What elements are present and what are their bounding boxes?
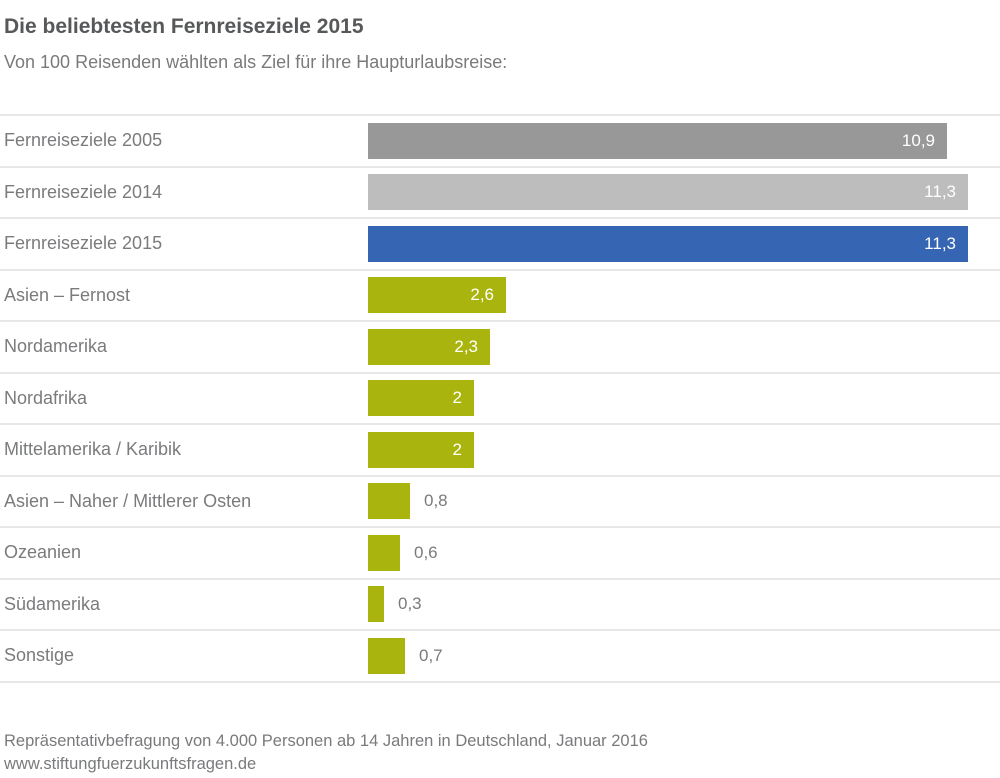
category-label: Sonstige	[4, 645, 75, 666]
source-note: Repräsentativbefragung von 4.000 Persone…	[4, 731, 648, 750]
category-label: Fernreiseziele 2014	[4, 181, 163, 202]
chart-row: Sonstige 0,7	[0, 629, 1000, 681]
bar-area: 0,6	[368, 534, 1000, 571]
value-label-inside: 2,6	[470, 285, 494, 305]
value-label-outside: 0,3	[398, 594, 422, 614]
bar-area: 2	[368, 380, 1000, 417]
bar-area: 2,3	[368, 328, 1000, 365]
category-label: Nordamerika	[4, 336, 108, 357]
chart-row: Fernreiseziele 2005 10,9	[0, 114, 1000, 166]
bar	[368, 483, 410, 520]
chart-row: Ozeanien 0,6	[0, 526, 1000, 578]
bar-area: 0,8	[368, 483, 1000, 520]
value-label-inside: 11,3	[924, 182, 956, 202]
bar-area: 0,7	[368, 637, 1000, 674]
category-label: Südamerika	[4, 593, 101, 614]
value-label-inside: 11,3	[924, 233, 956, 253]
bar-area: 11,3	[368, 225, 1000, 262]
bar	[368, 637, 405, 674]
chart-footer: Repräsentativbefragung von 4.000 Persone…	[0, 730, 1000, 776]
bar-chart: Fernreiseziele 2005 10,9 Fernreiseziele …	[0, 114, 1000, 683]
chart-row: Nordamerika 2,3	[0, 320, 1000, 372]
category-label: Asien – Naher / Mittlerer Osten	[4, 490, 252, 511]
category-label: Fernreiseziele 2015	[4, 233, 163, 254]
bar: 2,3	[368, 328, 490, 365]
bar	[368, 534, 400, 571]
bar: 11,3	[368, 174, 968, 211]
category-label: Nordafrika	[4, 387, 88, 408]
category-label: Asien – Fernost	[4, 284, 131, 305]
chart-row: Mittelamerika / Karibik 2	[0, 423, 1000, 475]
bar	[368, 586, 384, 623]
bar-area: 2,6	[368, 277, 1000, 314]
category-label: Fernreiseziele 2005	[4, 130, 163, 151]
bar: 2	[368, 380, 474, 417]
chart-row: Asien – Fernost 2,6	[0, 268, 1000, 321]
bar: 2,6	[368, 277, 506, 314]
chart-subtitle: Von 100 Reisenden wählten als Ziel für i…	[4, 52, 508, 72]
chart-row: Fernreiseziele 2015 11,3	[0, 217, 1000, 269]
chart-header: Die beliebtesten Fernreiseziele 2015 Von…	[0, 0, 1000, 74]
chart-title: Die beliebtesten Fernreiseziele 2015	[4, 15, 364, 38]
value-label-inside: 2,3	[454, 336, 478, 356]
bar: 11,3	[368, 225, 968, 262]
value-label-outside: 0,7	[419, 645, 443, 665]
bar: 2	[368, 431, 474, 468]
chart-row: Asien – Naher / Mittlerer Osten 0,8	[0, 474, 1000, 527]
chart-row: Fernreiseziele 2014 11,3	[0, 165, 1000, 218]
bar-area: 2	[368, 431, 1000, 468]
value-label-outside: 0,8	[424, 491, 448, 511]
value-label-inside: 2	[452, 388, 462, 408]
value-label-inside: 2	[452, 439, 462, 459]
bar-area: 0,3	[368, 586, 1000, 623]
chart-row: Südamerika 0,3	[0, 577, 1000, 630]
bar-area: 11,3	[368, 174, 1000, 211]
website-note: www.stiftungfuerzukunftsfragen.de	[4, 754, 257, 773]
chart-row: Nordafrika 2	[0, 371, 1000, 424]
value-label-outside: 0,6	[414, 542, 438, 562]
category-label: Ozeanien	[4, 542, 82, 563]
category-label: Mittelamerika / Karibik	[4, 439, 182, 460]
bar-area: 10,9	[368, 122, 1000, 159]
value-label-inside: 10,9	[901, 130, 935, 150]
bar: 10,9	[368, 122, 947, 159]
